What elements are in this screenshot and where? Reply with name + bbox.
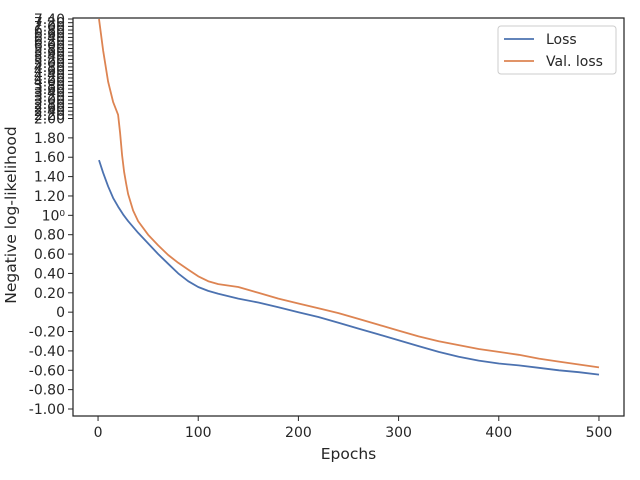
y-tick-label: -0.20 [29,325,65,341]
y-tick-label: 4.40 [34,67,65,83]
y-axis-ticks: -1.00 -0.80 -0.60 -0.40 -0.20 0 0.20 0.40 0.60 0.… [29,12,73,418]
y-tick-label: 3.20 [34,89,65,105]
y-tick-label: 4.60 [34,64,65,80]
y-axis-label: Negative log-likelihood [2,126,20,304]
y-tick-label: 4.00 [34,75,65,91]
y-tick-label: 5.20 [34,53,65,69]
y-tick-label: 0 [56,305,65,321]
y-tick-label: 2.40 [34,104,65,120]
series-line-loss [98,159,600,376]
y-tick-label: 7.40 [34,12,65,28]
y-tick-label: 5.80 [34,41,65,57]
x-tick-label: 300 [385,425,412,441]
y-tick-label: 1.60 [34,150,65,166]
y-tick-label: 2.60 [34,100,65,116]
y-tick-label: 3.00 [34,93,65,109]
x-tick-label: 400 [485,425,512,441]
y-tick-label: 2.20 [34,108,65,124]
legend: Loss Val. loss [497,25,617,75]
y-tick-label: 5.40 [34,49,65,65]
y-tick-label: 2.80 [34,97,65,113]
y-tick-label: 0.80 [34,228,65,244]
y-tick-label: -1.00 [29,402,65,418]
y-tick-label: 0.60 [34,247,65,263]
y-tick-label: 6.80 [34,23,65,39]
y-tick-label: 3.80 [34,78,65,94]
x-tick-label: 0 [94,425,103,441]
series-layer [98,18,600,376]
y-tick-label: -0.60 [29,363,65,379]
y-tick-label: 0.20 [34,286,65,302]
y-tick-label: 1.20 [34,189,65,205]
legend-label: Loss [546,32,577,48]
x-tick-label: 100 [185,425,212,441]
y-tick-label: 6.40 [34,30,65,46]
y-tick-label: 7.00 [34,19,65,35]
y-tick-label: 4.20 [34,71,65,87]
y-tick-label: -0.80 [29,383,65,399]
y-tick-label: 3.60 [34,82,65,98]
y-tick-label: 6.00 [34,38,65,54]
x-tick-label: 200 [285,425,312,441]
y-tick-label: -0.40 [29,344,65,360]
plot-area-frame [72,17,625,417]
x-axis-label: Epochs [321,445,377,463]
y-tick-label: 6.20 [34,34,65,50]
y-tick-label: 10⁰ [42,208,66,224]
legend-box [497,25,617,75]
y-tick-label: 3.40 [34,86,65,102]
y-tick-label: 0.40 [34,266,65,282]
y-tick-label: 5.00 [34,56,65,72]
y-tick-label: 2.00 [34,112,65,128]
x-tick-label: 500 [586,425,613,441]
series-line-val-loss [98,18,600,369]
y-tick-label: 6.60 [34,27,65,43]
y-tick-label: 7.20 [34,16,65,32]
y-tick-label: 1.80 [34,131,65,147]
legend-label: Val. loss [546,54,603,70]
y-tick-label: 4.80 [34,60,65,76]
x-axis-ticks: 0 100 200 300 400 500 [94,416,613,441]
y-tick-label: 5.60 [34,45,65,61]
y-tick-label: 1.40 [34,170,65,186]
